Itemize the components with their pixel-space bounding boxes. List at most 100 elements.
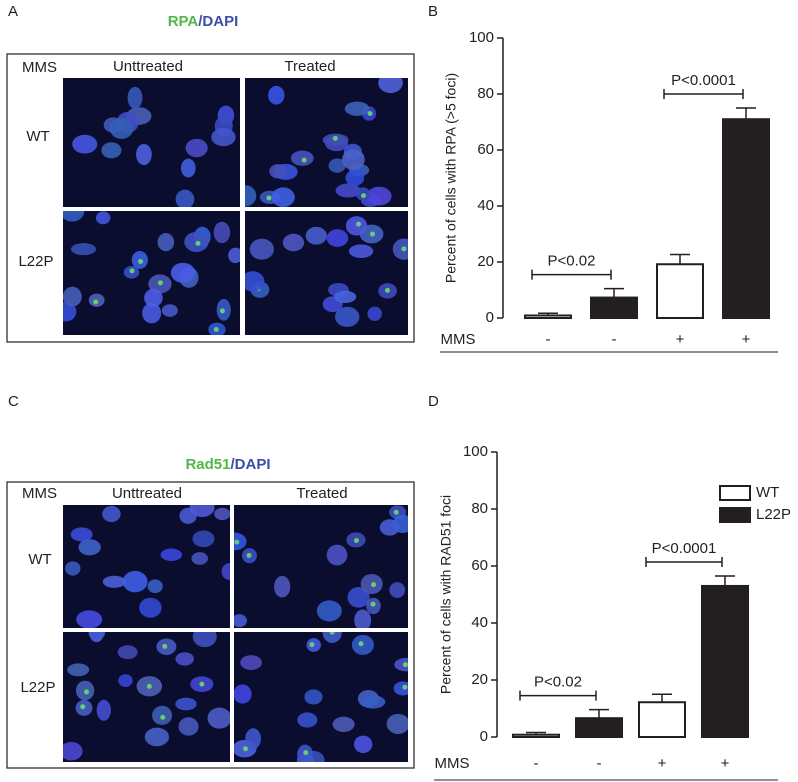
nucleus — [335, 306, 360, 327]
nucleus — [211, 127, 236, 147]
nucleus — [245, 185, 257, 207]
nucleus — [101, 142, 122, 159]
focus — [384, 287, 390, 293]
nucleus — [316, 600, 342, 622]
panel-label: D — [428, 393, 439, 410]
nucleus — [322, 632, 342, 643]
nucleus — [367, 306, 382, 321]
nucleus — [335, 183, 361, 198]
nucleus — [353, 735, 373, 754]
column-header: Unttreated — [112, 485, 182, 502]
row-header: MMS — [22, 485, 57, 502]
focus — [367, 110, 373, 116]
focus — [303, 750, 309, 756]
panel-frame — [6, 481, 415, 769]
cells — [234, 505, 408, 628]
focus — [360, 193, 366, 199]
bar — [701, 584, 749, 739]
nucleus — [175, 652, 194, 666]
nucleus — [136, 143, 152, 166]
nucleus — [290, 150, 314, 166]
nucleus — [214, 507, 230, 521]
focus — [356, 221, 362, 227]
focus — [332, 135, 338, 141]
nucleus — [63, 211, 85, 222]
micrograph — [245, 211, 408, 335]
cells — [63, 632, 230, 761]
focus — [80, 704, 86, 710]
bar — [722, 118, 770, 319]
cells — [72, 86, 236, 207]
nucleus — [70, 527, 93, 542]
focus — [266, 195, 272, 201]
nucleus — [326, 229, 349, 247]
x-tick-label: + — [658, 755, 667, 772]
nucleus — [282, 233, 305, 252]
focus — [160, 714, 166, 720]
focus — [234, 539, 240, 545]
nucleus — [72, 134, 98, 154]
dapi: /DAPI — [231, 456, 271, 473]
nucleus — [366, 186, 392, 206]
y-axis-label: Percent of cells with RAD51 foci — [438, 495, 454, 694]
nucleus — [127, 86, 143, 109]
nucleus — [78, 539, 101, 556]
focus — [246, 552, 252, 558]
bar — [512, 733, 560, 738]
cells — [245, 78, 403, 207]
micrograph — [234, 505, 408, 628]
nucleus — [334, 290, 357, 304]
nucleus — [118, 674, 133, 688]
significance-bracket — [531, 269, 612, 280]
column-header: Treated — [284, 58, 335, 75]
nucleus — [392, 238, 408, 260]
dapi: /DAPI — [198, 13, 238, 30]
focus — [138, 259, 144, 264]
nucleus — [76, 610, 103, 628]
focus — [213, 327, 219, 333]
nucleus — [234, 684, 252, 704]
nucleus — [213, 221, 231, 244]
row-header: WT — [28, 551, 51, 568]
focus — [309, 642, 315, 648]
nucleus — [386, 713, 408, 734]
x-tick-label: + — [676, 331, 685, 348]
y-tick-label: 80 — [471, 500, 488, 517]
x-axis-label: MMS — [435, 755, 470, 772]
significance-bracket — [519, 690, 597, 701]
nucleus — [139, 597, 162, 618]
nucleus — [378, 78, 403, 94]
focus — [353, 538, 359, 544]
nucleus — [297, 712, 318, 728]
nucleus — [207, 707, 230, 729]
x-tick-label: - — [546, 331, 551, 348]
y-tick-label: 80 — [477, 85, 494, 102]
nucleus — [189, 505, 215, 518]
legend-swatch — [719, 485, 751, 501]
nucleus — [191, 552, 209, 565]
focus — [157, 280, 163, 286]
panel-frame — [6, 53, 415, 343]
focus — [402, 662, 408, 668]
nucleus — [304, 689, 323, 705]
nucleus — [180, 158, 196, 178]
significance-bracket — [645, 556, 723, 567]
y-tick-label: 60 — [471, 557, 488, 574]
y-tick-label: 0 — [486, 309, 494, 326]
nucleus — [95, 211, 111, 225]
nucleus — [392, 514, 408, 534]
nucleus — [96, 699, 111, 721]
panel-label: B — [428, 3, 438, 20]
nucleus — [305, 226, 327, 245]
nucleus — [326, 544, 348, 566]
y-tick-label: 40 — [471, 614, 488, 631]
y-tick-label: 100 — [469, 29, 494, 46]
nucleus — [234, 532, 247, 551]
nucleus — [65, 561, 81, 576]
focus — [371, 582, 377, 588]
focus — [195, 240, 201, 246]
focus — [401, 246, 407, 252]
nucleus — [221, 563, 230, 580]
cells — [63, 211, 240, 335]
focus — [402, 684, 408, 690]
